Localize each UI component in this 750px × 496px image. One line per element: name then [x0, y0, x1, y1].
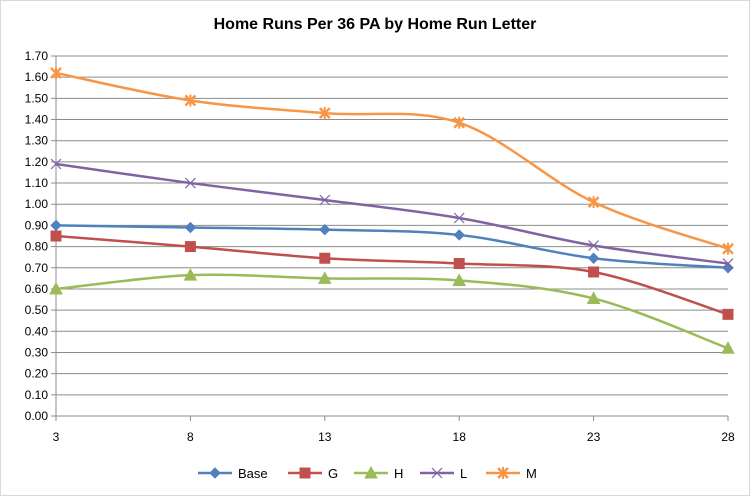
- data-point-base: [184, 221, 197, 234]
- legend-item-l: L: [420, 466, 467, 481]
- legend-marker: [209, 467, 221, 479]
- y-tick-label: 1.10: [25, 176, 49, 190]
- data-point-m: [453, 116, 466, 129]
- marker-stroke: [319, 194, 331, 206]
- y-tick-label: 0.50: [25, 303, 49, 317]
- data-point-base: [587, 252, 600, 264]
- x-tick-label: 8: [187, 430, 194, 444]
- legend-item-base: Base: [198, 466, 268, 481]
- y-tick-label: 1.30: [25, 134, 49, 148]
- y-tick-label: 1.60: [25, 70, 49, 84]
- data-point-l: [453, 212, 465, 224]
- y-tick-label: 0.40: [25, 324, 49, 338]
- marker-stroke: [588, 240, 600, 251]
- x-tick-label: 23: [587, 430, 601, 444]
- data-point-h: [183, 268, 198, 281]
- legend: Base G H L M: [198, 465, 537, 481]
- series-line-l: [55, 162, 729, 265]
- series-m: [50, 66, 734, 255]
- series-l: [50, 158, 734, 269]
- y-tick-label: 1.70: [25, 49, 49, 63]
- data-point-h: [721, 341, 735, 354]
- x-tick-label: 18: [453, 430, 467, 444]
- data-point-l: [184, 177, 196, 189]
- series-line-base: [55, 224, 729, 270]
- data-point-base: [50, 219, 62, 232]
- data-point-base: [453, 229, 465, 241]
- chart-title: Home Runs Per 36 PA by Home Run Letter: [214, 16, 537, 33]
- y-tick-label: 1.00: [25, 197, 49, 211]
- legend-label: H: [394, 466, 403, 481]
- legend-item-h: H: [354, 465, 403, 481]
- x-tick-label: 28: [721, 430, 735, 444]
- data-point-g: [319, 252, 331, 264]
- y-tick-label: 0.80: [25, 240, 49, 254]
- data-point-g: [588, 266, 600, 278]
- gridlines: [56, 55, 728, 396]
- marker-stroke: [453, 212, 465, 224]
- series-line-g: [55, 234, 729, 316]
- data-point-m: [722, 242, 734, 255]
- legend-item-g: G: [288, 466, 338, 481]
- data-point-m: [50, 66, 62, 79]
- axes: 0.00 0.10 0.20 0.30 0.40 0.50 0.60 0.70 0.80 0.90…: [25, 49, 735, 444]
- data-point-g: [50, 230, 62, 242]
- y-tick-label: 1.40: [25, 113, 49, 127]
- marker-stroke: [50, 158, 62, 170]
- data-point-m: [184, 94, 197, 107]
- data-point-m: [587, 196, 600, 209]
- data-point-l: [50, 158, 62, 170]
- y-tick-label: 0.30: [25, 345, 49, 359]
- legend-marker: [364, 465, 378, 479]
- data-point-g: [722, 308, 734, 320]
- legend-marker: [299, 467, 311, 479]
- series-h: [49, 268, 735, 354]
- data-point-h: [317, 271, 332, 284]
- data-point-l: [319, 194, 331, 206]
- marker-stroke: [722, 258, 734, 269]
- legend-label: G: [328, 466, 338, 481]
- legend-marker: [497, 467, 509, 479]
- y-tick-label: 0.90: [25, 218, 49, 232]
- legend-label: L: [460, 466, 467, 481]
- series-g: [50, 230, 734, 320]
- x-tick-label: 13: [318, 430, 332, 444]
- series-lines: [49, 66, 735, 354]
- data-point-l: [588, 240, 600, 251]
- y-tick-label: 0.10: [25, 388, 49, 402]
- legend-label: M: [526, 466, 537, 481]
- data-point-g: [184, 241, 196, 253]
- data-point-l: [722, 258, 734, 269]
- marker-stroke: [184, 177, 196, 189]
- data-point-h: [586, 291, 601, 304]
- series-line-m: [55, 71, 729, 250]
- data-point-g: [453, 258, 465, 270]
- data-point-h: [452, 273, 467, 286]
- data-point-m: [318, 107, 331, 120]
- y-tick-label: 1.20: [25, 155, 49, 169]
- y-tick-label: 0.70: [25, 261, 49, 275]
- legend-label: Base: [238, 466, 268, 481]
- x-tick-label: 3: [53, 430, 60, 444]
- y-tick-label: 0.60: [25, 282, 49, 296]
- series-line-h: [55, 273, 729, 350]
- y-tick-label: 1.50: [25, 91, 49, 105]
- marker-stroke: [431, 467, 443, 479]
- legend-item-m: M: [486, 466, 537, 481]
- legend-marker: [431, 467, 443, 479]
- data-point-h: [49, 281, 63, 295]
- data-point-base: [319, 223, 331, 236]
- y-tick-label: 0.00: [25, 409, 49, 423]
- y-tick-label: 0.20: [25, 367, 49, 381]
